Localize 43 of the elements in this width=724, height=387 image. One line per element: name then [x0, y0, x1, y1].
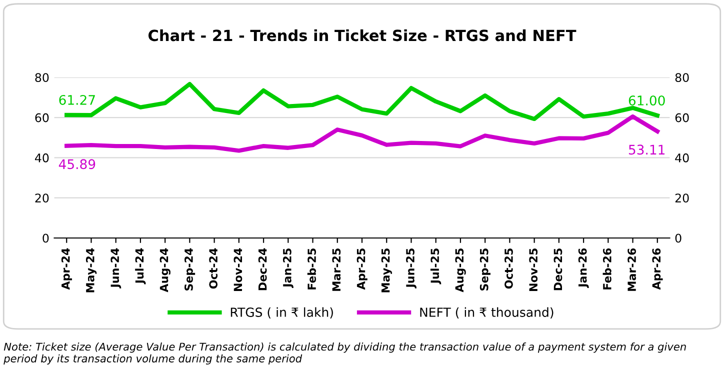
- x-tick-label: Apr-24: [61, 248, 72, 290]
- data-label: 45.89: [58, 159, 96, 170]
- x-tick-label: Dec-24: [258, 248, 267, 290]
- y2-tick-label: 0: [675, 234, 682, 243]
- data-label: 61.00: [628, 96, 665, 106]
- x-tick-label: Feb-26: [602, 248, 612, 290]
- y-tick-label: 80: [35, 73, 49, 82]
- x-tick-label: Feb-25: [307, 248, 316, 290]
- y2-tick-label: 20: [675, 194, 689, 203]
- y-tick-label: 0: [42, 234, 49, 243]
- x-tick-label: Aug-25: [455, 248, 466, 292]
- legend-label: RTGS ( in ₹ lakh): [230, 307, 333, 318]
- y2-tick-label: 40: [675, 153, 689, 162]
- x-tick-label: Sep-24: [184, 248, 196, 290]
- y-tick-label: 20: [35, 194, 49, 203]
- x-tick-label: Jun-25: [406, 248, 417, 288]
- y2-tick-label: 60: [675, 113, 689, 122]
- x-tick-label: Apr-26: [652, 248, 663, 290]
- y-tick-label: 60: [35, 113, 49, 122]
- y-tick-label: 40: [34, 153, 49, 162]
- x-tick-label: Mar-26: [628, 248, 636, 291]
- x-tick-label: Mar-25: [332, 248, 341, 291]
- x-tick-label: Nov-25: [529, 248, 538, 291]
- x-tick-label: Oct-24: [209, 248, 218, 289]
- x-tick-label: Oct-25: [504, 248, 513, 289]
- x-tick-label: Aug-24: [160, 248, 170, 292]
- x-tick-label: Nov-24: [234, 248, 242, 291]
- chart-title: Chart - 21 - Trends in Ticket Size - RTGS and NEFT: [148, 29, 576, 42]
- data-label: 53.11: [628, 144, 665, 155]
- x-tick-label: May-24: [86, 248, 97, 292]
- text: Note: Ticket size (Average Value Per Transaction) is calculated by dividing the transaction value of a payment system for a given period by its transaction volume during the same period: [4, 342, 686, 365]
- legend-label: NEFT ( in ₹ thousand): [420, 307, 554, 318]
- x-tick-label: Sep-25: [480, 248, 490, 290]
- x-tick-label: Apr-25: [356, 248, 368, 290]
- x-tick-label: Jun-24: [110, 248, 122, 288]
- y2-tick-label: 80: [675, 73, 689, 82]
- x-tick-label: Dec-25: [554, 248, 562, 290]
- x-tick-label: May-25: [381, 248, 392, 292]
- x-tick-label: Jul-24: [135, 248, 146, 284]
- x-tick-label: Jan-26: [578, 248, 589, 288]
- x-tick-label: Jan-25: [282, 248, 294, 288]
- data-label: 61.27: [59, 94, 95, 105]
- x-tick-label: Jul-25: [430, 248, 442, 284]
